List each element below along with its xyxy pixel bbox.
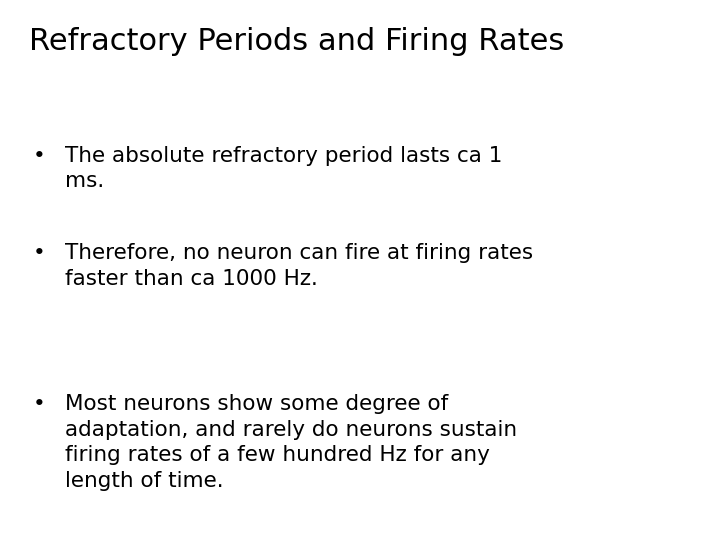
Text: Most neurons show some degree of
adaptation, and rarely do neurons sustain
firin: Most neurons show some degree of adaptat… bbox=[65, 394, 517, 491]
Text: Therefore, no neuron can fire at firing rates
faster than ca 1000 Hz.: Therefore, no neuron can fire at firing … bbox=[65, 243, 533, 288]
Text: •: • bbox=[33, 146, 46, 166]
Text: The absolute refractory period lasts ca 1
ms.: The absolute refractory period lasts ca … bbox=[65, 146, 502, 191]
Text: •: • bbox=[33, 394, 46, 414]
Text: Refractory Periods and Firing Rates: Refractory Periods and Firing Rates bbox=[29, 27, 564, 56]
Text: •: • bbox=[33, 243, 46, 263]
